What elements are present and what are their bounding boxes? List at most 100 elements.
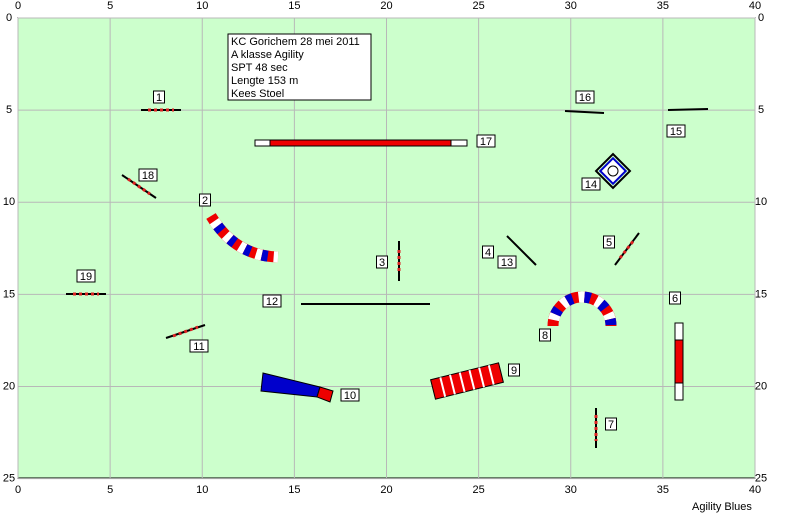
label-box xyxy=(508,363,520,377)
x-tick-label: 10 xyxy=(196,484,208,496)
label-box xyxy=(153,90,165,104)
x-tick-label: 10 xyxy=(196,0,208,12)
x-tick-label: 35 xyxy=(657,0,669,12)
obstacle-label: 1 xyxy=(153,90,165,104)
label-box xyxy=(497,255,517,269)
info-line: SPT 48 sec xyxy=(231,62,288,74)
label-box xyxy=(199,193,211,207)
y-tick-label: 10 xyxy=(755,196,767,208)
x-tick-label: 40 xyxy=(749,484,761,496)
x-tick-label: 5 xyxy=(107,484,113,496)
x-tick-label: 30 xyxy=(565,484,577,496)
obstacle-label: 3 xyxy=(376,255,388,269)
y-tick-label: 15 xyxy=(755,288,767,300)
label-text: 17 xyxy=(480,136,492,148)
x-tick-label: 5 xyxy=(107,0,113,12)
y-tick-label: 25 xyxy=(3,473,15,485)
dogwalk-plank xyxy=(269,139,452,147)
obstacle-label: 2 xyxy=(199,193,211,207)
label-box xyxy=(376,255,388,269)
label-box xyxy=(482,245,494,259)
obstacle-label: 14 xyxy=(581,177,601,191)
obstacle-label: 12 xyxy=(262,294,282,308)
x-tick-label: 25 xyxy=(473,484,485,496)
label-text: 3 xyxy=(379,257,385,269)
a-frame-plank xyxy=(674,339,684,384)
y-tick-label: 0 xyxy=(758,12,764,24)
obstacle-label: 6 xyxy=(669,291,681,305)
x-tick-label: 35 xyxy=(657,484,669,496)
label-box xyxy=(605,417,617,431)
label-box xyxy=(669,291,681,305)
obstacle-label: 4 xyxy=(482,245,494,259)
tunnel-stripe xyxy=(547,291,617,327)
jump xyxy=(667,108,709,111)
y-tick-label: 5 xyxy=(758,104,764,116)
x-tick-label: 15 xyxy=(288,484,300,496)
obstacle-label: 15 xyxy=(666,124,686,138)
label-text: 10 xyxy=(344,390,356,402)
label-box xyxy=(189,339,209,353)
obstacle-label: 19 xyxy=(76,269,96,283)
y-tick-label: 20 xyxy=(755,380,767,392)
label-box xyxy=(603,235,615,249)
label-box xyxy=(138,168,158,182)
label-box xyxy=(262,294,282,308)
label-text: 2 xyxy=(202,195,208,207)
obstacle-label: 10 xyxy=(340,388,360,402)
tunnel-stripe xyxy=(206,213,279,263)
jump xyxy=(506,235,537,266)
obstacle-label: 17 xyxy=(476,134,496,148)
jump xyxy=(564,110,605,114)
label-text: 8 xyxy=(542,330,548,342)
obstacle-label: 16 xyxy=(575,90,595,104)
label-text: 5 xyxy=(606,237,612,249)
label-box xyxy=(581,177,601,191)
label-text: 11 xyxy=(193,341,204,353)
x-tick-label: 0 xyxy=(15,0,21,12)
x-tick-label: 25 xyxy=(473,0,485,12)
label-text: 12 xyxy=(266,296,278,308)
jump-bar xyxy=(127,177,151,196)
obstacles xyxy=(66,108,709,448)
obstacle-label: 13 xyxy=(497,255,517,269)
info-line: Kees Stoel xyxy=(231,88,284,100)
obstacle-label: 18 xyxy=(138,168,158,182)
label-text: 19 xyxy=(80,271,92,283)
x-tick-label: 30 xyxy=(565,0,577,12)
y-tick-label: 10 xyxy=(3,196,15,208)
label-text: 14 xyxy=(585,179,597,191)
jump-bar xyxy=(618,239,636,259)
tire xyxy=(594,152,632,190)
chute-end xyxy=(316,386,334,403)
obstacle-label: 8 xyxy=(539,328,551,342)
x-tick-label: 20 xyxy=(380,0,392,12)
tunnel-stripe xyxy=(547,291,617,327)
y-tick-label: 15 xyxy=(3,288,15,300)
obstacle-label: 11 xyxy=(189,339,209,353)
label-text: 6 xyxy=(672,293,678,305)
obstacle-label: 9 xyxy=(508,363,520,377)
x-tick-label: 0 xyxy=(15,484,21,496)
label-text: 13 xyxy=(501,257,513,269)
label-text: 7 xyxy=(608,419,614,431)
y-tick-label: 25 xyxy=(755,473,767,485)
label-box xyxy=(340,388,360,402)
label-text: 18 xyxy=(142,170,154,182)
label-text: 4 xyxy=(485,247,491,259)
x-tick-label: 15 xyxy=(288,0,300,12)
info-line: KC Gorichem 28 mei 2011 xyxy=(231,36,360,48)
info-line: A klasse Agility xyxy=(231,49,304,61)
x-tick-label: 40 xyxy=(749,0,761,12)
label-box xyxy=(476,134,496,148)
label-text: 1 xyxy=(156,92,162,104)
label-text: 15 xyxy=(670,126,682,138)
x-tick-label: 20 xyxy=(380,484,392,496)
jump xyxy=(614,232,640,266)
label-box xyxy=(575,90,595,104)
jump-bar xyxy=(172,325,199,338)
y-tick-label: 0 xyxy=(6,12,12,24)
